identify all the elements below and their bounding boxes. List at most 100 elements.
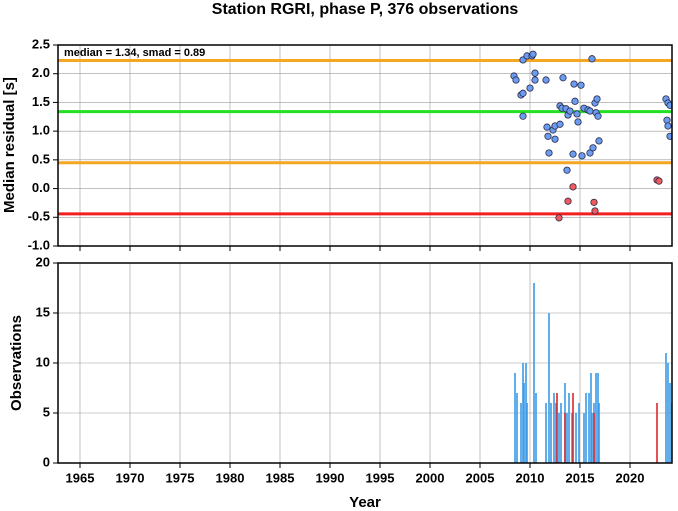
bar xyxy=(578,403,580,463)
point xyxy=(589,144,597,152)
plot-frame xyxy=(57,262,673,464)
point xyxy=(666,101,672,109)
point xyxy=(571,97,579,105)
x-tick-label: 1980 xyxy=(216,470,245,485)
bar xyxy=(548,313,550,463)
point xyxy=(531,76,539,84)
point xyxy=(574,118,582,126)
y-tick-label: -1.0 xyxy=(28,237,50,252)
bar xyxy=(571,413,573,463)
bar xyxy=(667,363,669,463)
bar xyxy=(588,393,590,463)
x-tick-label: 2000 xyxy=(416,470,445,485)
y-tick-label: 15 xyxy=(36,304,50,319)
y-axis-label: Observations xyxy=(8,315,25,411)
x-tick-label: 2015 xyxy=(566,470,595,485)
point xyxy=(573,110,581,118)
point xyxy=(588,55,596,63)
point xyxy=(529,50,537,58)
point xyxy=(570,80,578,88)
bar xyxy=(595,373,597,463)
y-axis-label: Median residual [s] xyxy=(1,77,18,213)
point xyxy=(556,120,564,128)
plot-frame xyxy=(57,44,673,247)
bar xyxy=(520,403,522,463)
bar xyxy=(526,403,528,463)
x-tick-label: 1965 xyxy=(66,470,95,485)
bar xyxy=(656,403,658,463)
bar xyxy=(516,393,518,463)
bar xyxy=(535,393,537,463)
bar xyxy=(593,413,595,463)
point xyxy=(512,76,520,84)
bar xyxy=(591,413,593,463)
y-tick-label: -0.5 xyxy=(28,209,50,224)
bar xyxy=(585,393,587,463)
bar xyxy=(568,393,570,463)
point xyxy=(663,116,671,124)
bar xyxy=(572,393,574,463)
point xyxy=(590,198,598,206)
point xyxy=(531,69,539,77)
point xyxy=(551,135,559,143)
y-tick-label: 5 xyxy=(43,404,50,419)
y-tick-label: 20 xyxy=(36,254,50,269)
point xyxy=(555,214,563,222)
point xyxy=(519,89,527,97)
point xyxy=(594,112,602,120)
bar xyxy=(597,373,599,463)
bar xyxy=(514,373,516,463)
point xyxy=(586,107,594,115)
y-tick-label: 10 xyxy=(36,354,50,369)
bar xyxy=(533,283,535,463)
point xyxy=(666,132,672,140)
point xyxy=(566,107,574,115)
y-tick-label: 0.5 xyxy=(32,151,50,166)
point xyxy=(569,150,577,158)
x-tick-label: 1990 xyxy=(316,470,345,485)
bar xyxy=(590,373,592,463)
bar xyxy=(558,413,560,463)
y-tick-label: 0 xyxy=(43,454,50,469)
point xyxy=(545,149,553,157)
bar xyxy=(665,353,667,463)
bar xyxy=(523,383,525,463)
point xyxy=(655,177,663,185)
bar xyxy=(525,363,527,463)
bar xyxy=(575,413,577,463)
point xyxy=(577,81,585,89)
x-tick-label: 2010 xyxy=(516,470,545,485)
point xyxy=(526,84,534,92)
y-tick-label: 2.5 xyxy=(32,36,50,51)
bar xyxy=(583,413,585,463)
chart-title: Station RGRI, phase P, 376 observations xyxy=(212,1,519,18)
point xyxy=(543,123,551,131)
bar xyxy=(555,403,557,463)
y-tick-label: 1.5 xyxy=(32,94,50,109)
point xyxy=(564,197,572,205)
point xyxy=(578,152,586,160)
bar xyxy=(566,413,568,463)
point xyxy=(563,166,571,174)
x-tick-label: 1995 xyxy=(366,470,395,485)
bar xyxy=(556,393,558,463)
x-tick-label: 1985 xyxy=(266,470,295,485)
point xyxy=(591,207,599,215)
bar xyxy=(550,403,552,463)
bar xyxy=(553,393,555,463)
y-tick-label: 2.0 xyxy=(32,65,50,80)
bar xyxy=(669,383,671,463)
annotation: median = 1.34, smad = 0.89 xyxy=(64,47,205,59)
point xyxy=(595,137,603,145)
x-tick-label: 2020 xyxy=(616,470,645,485)
point xyxy=(569,183,577,191)
point xyxy=(544,132,552,140)
point xyxy=(664,122,672,130)
y-tick-label: 1.0 xyxy=(32,123,50,138)
x-tick-label: 2005 xyxy=(466,470,495,485)
point xyxy=(559,74,567,82)
point xyxy=(593,95,601,103)
point xyxy=(542,76,550,84)
bar xyxy=(560,403,562,463)
x-axis-label: Year xyxy=(349,494,381,511)
